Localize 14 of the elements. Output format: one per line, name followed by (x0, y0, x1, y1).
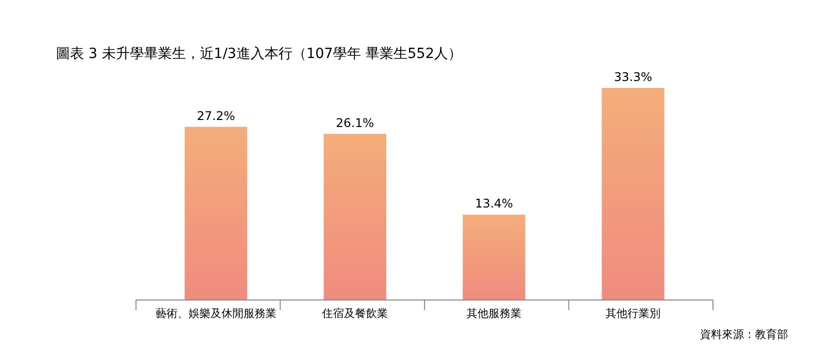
bar (324, 134, 386, 300)
source-note: 資料來源：教育部 (700, 328, 788, 341)
data-label: 27.2% (196, 108, 236, 123)
bar (462, 214, 526, 300)
bar (602, 88, 664, 300)
x-tick-label: 其他服務業 (466, 307, 522, 320)
data-label: 13.4% (474, 196, 514, 211)
x-tick-label: 藝術、娛樂及休閒服務業 (155, 307, 276, 320)
data-label: 26.1% (336, 116, 374, 130)
chart-title: 圖表 3 未升學畢業生，近1/3進入本行（107學年 畢業生552人） (56, 46, 462, 62)
x-tick-label: 住宿及餐飲業 (322, 307, 388, 320)
data-label: 33.3% (614, 70, 652, 84)
x-tick-label: 其他行業別 (606, 307, 661, 320)
bar (184, 126, 248, 300)
